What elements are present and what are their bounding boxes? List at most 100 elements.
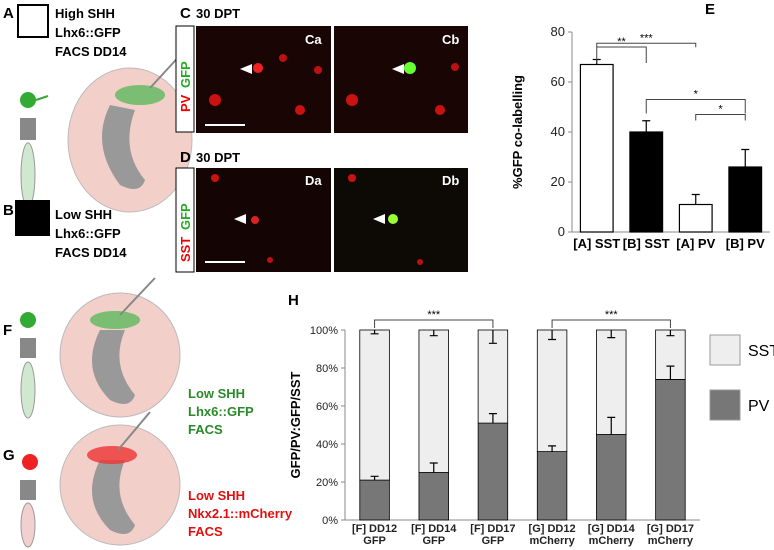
image-label: Ca <box>305 32 322 47</box>
image-label: Da <box>305 173 322 188</box>
x-tick-label: [A] PV <box>676 236 715 251</box>
error-bar <box>666 330 675 337</box>
condition-text: FACS DD14 <box>55 245 127 260</box>
y-tick-label: 100% <box>310 325 338 337</box>
significance-label: *** <box>640 32 654 44</box>
significance-bracket <box>551 319 671 328</box>
legend-label: PV <box>748 398 770 415</box>
panel-title: 30 DPT <box>196 150 240 165</box>
y-tick-label: 20% <box>316 477 338 489</box>
significance-label: *** <box>605 309 619 321</box>
y-tick-label: 40 <box>551 124 565 139</box>
y-tick-label: 80% <box>316 363 338 375</box>
x-tick-label: [G] DD17 mCherry <box>647 523 694 547</box>
panel-letter: D <box>180 149 191 166</box>
y-tick-label: 0 <box>558 224 565 239</box>
significance-label: ** <box>617 36 626 48</box>
bar <box>728 166 763 233</box>
bar-segment <box>536 451 568 521</box>
error-bar <box>488 330 497 344</box>
error-bar <box>642 120 651 132</box>
condition-text: FACS DD14 <box>55 44 127 59</box>
x-tick-label: [F] DD14 GFP <box>411 523 457 547</box>
error-bar <box>548 330 557 341</box>
legend-label: SST <box>748 343 774 360</box>
stain-label-box <box>175 167 195 273</box>
condition-text: Low SHH <box>188 386 245 401</box>
error-bar <box>370 330 379 335</box>
panel-letter: H <box>288 292 299 309</box>
condition-text: FACS <box>188 524 223 539</box>
panel-title: 30 DPT <box>196 6 240 21</box>
error-bar <box>607 330 616 339</box>
bar-segment <box>477 329 509 424</box>
condition-text: Lhx6::GFP <box>188 404 254 419</box>
y-tick-label: 40% <box>316 439 338 451</box>
error-bar <box>429 330 438 337</box>
significance-bracket <box>596 46 647 63</box>
y-tick-label: 60% <box>316 401 338 413</box>
condition-text: Lhx6::GFP <box>55 226 121 241</box>
x-tick-label: [G] DD12 mCherry <box>529 523 576 547</box>
condition-text: FACS <box>188 422 223 437</box>
stain-label: GFP <box>178 61 193 88</box>
x-tick-label: [F] DD12 GFP <box>352 523 397 547</box>
y-tick-label: 60 <box>551 74 565 89</box>
error-bar <box>607 416 616 435</box>
panel-letter: E <box>705 1 715 18</box>
stain-label: GFP <box>178 203 193 230</box>
bar-segment <box>477 422 509 521</box>
brain-illustration <box>20 411 181 548</box>
bar <box>579 63 614 233</box>
legend-swatch <box>709 389 741 421</box>
error-bar <box>548 445 557 452</box>
micrograph <box>196 26 468 133</box>
panel-letter: G <box>3 447 15 464</box>
bar-segment <box>359 329 390 481</box>
bar-segment <box>418 472 449 521</box>
error-bar <box>741 148 750 167</box>
error-bar <box>691 193 700 205</box>
significance-label: * <box>694 89 699 101</box>
condition-text: Nkx2.1::mCherry <box>188 506 293 521</box>
bar-segment <box>418 329 449 473</box>
significance-bracket <box>596 42 697 48</box>
condition-text: Low SHH <box>55 207 112 222</box>
y-tick-label: 0% <box>322 515 338 527</box>
bar <box>678 203 713 233</box>
error-bar <box>488 413 497 424</box>
micrograph <box>196 168 468 272</box>
condition-box <box>17 4 49 38</box>
legend-swatch <box>709 334 741 366</box>
stain-label: SST <box>178 237 193 262</box>
error-bar <box>429 462 438 473</box>
condition-text: Low SHH <box>188 488 245 503</box>
significance-bracket <box>695 114 746 121</box>
y-tick-label: 80 <box>551 24 565 39</box>
panel-letter: C <box>180 5 191 22</box>
x-tick-label: [G] DD14 mCherry <box>588 523 636 547</box>
significance-label: *** <box>427 309 441 321</box>
bar-segment <box>655 378 686 521</box>
y-axis-label: %GFP co-labelling <box>510 75 525 189</box>
image-label: Db <box>442 173 459 188</box>
condition-box <box>15 200 50 236</box>
panel-letter: A <box>3 5 14 22</box>
error-bar <box>666 365 675 380</box>
brain-illustration <box>20 49 193 213</box>
panel-letter: F <box>3 322 12 339</box>
y-tick-label: 20 <box>551 174 565 189</box>
y-axis-label: GFP/PV:GFP/SST <box>288 371 303 478</box>
x-tick-label: [A] SST <box>573 236 620 251</box>
bar-segment <box>596 434 627 521</box>
bar-segment <box>359 479 390 521</box>
stain-label-box <box>175 25 195 133</box>
x-tick-label: [B] SST <box>623 236 670 251</box>
x-tick-label: [F] DD17 GFP <box>470 523 515 547</box>
significance-bracket <box>645 99 746 114</box>
condition-text: High SHH <box>55 6 115 21</box>
stain-label: PV <box>178 94 193 112</box>
brain-illustration <box>20 277 181 419</box>
bar-segment <box>536 329 568 452</box>
